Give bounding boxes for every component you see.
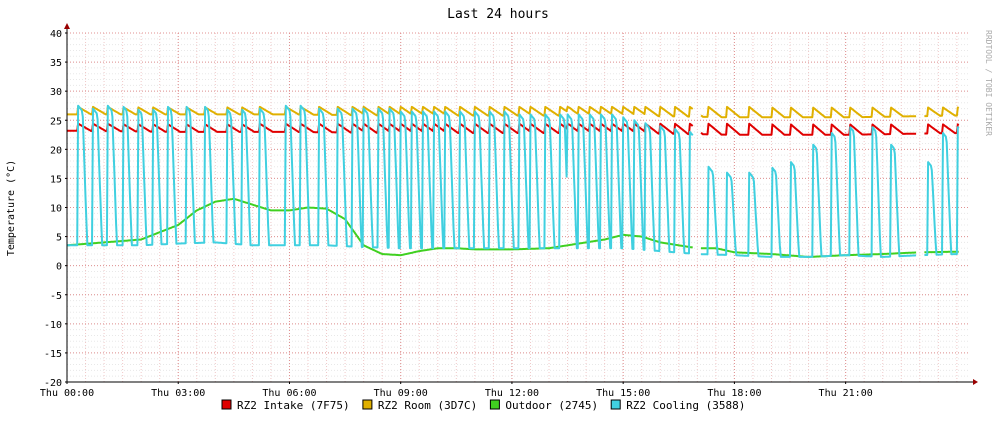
x-tick-label: Thu 18:00	[707, 388, 761, 399]
y-tick-label: 25	[50, 116, 62, 127]
legend-swatch-1	[221, 399, 232, 410]
x-tick-label: Thu 21:00	[819, 388, 873, 399]
series-line-4	[66, 104, 694, 255]
x-tick-label: Thu 00:00	[40, 388, 94, 399]
y-tick-label: 30	[50, 87, 62, 98]
legend-swatch-4	[610, 399, 621, 410]
y-tick-labels: -20 -15 -10 -5 0 5 10 15 20 25 30 35 40	[44, 29, 62, 389]
legend-swatch-3	[489, 399, 500, 410]
x-tick-label: Thu 03:00	[151, 388, 205, 399]
x-tick-labels: Thu 00:00 Thu 03:00 Thu 06:00 Thu 09:00 Thu …	[40, 388, 873, 399]
x-tick-label: Thu 15:00	[596, 388, 650, 399]
x-tick-label: Thu 09:00	[374, 388, 428, 399]
y-tick-label: 35	[50, 58, 62, 69]
legend-swatch-2	[362, 399, 373, 410]
watermark: RRDTOOL / TOBI OETIKER	[984, 30, 993, 136]
x-tick-label: Thu 06:00	[262, 388, 316, 399]
series-line-1	[700, 122, 917, 136]
series-line-4	[700, 126, 917, 258]
plot-area	[66, 104, 960, 258]
y-tick-label: 0	[56, 262, 62, 273]
x-axis-arrow	[973, 379, 978, 385]
chart-title: Last 24 hours	[447, 7, 549, 22]
legend-label-1: RZ2 Intake (7F75)	[237, 399, 350, 412]
series-line-2	[924, 106, 960, 118]
y-tick-label: 40	[50, 29, 62, 40]
series-line-2	[66, 105, 694, 118]
x-tick-label: Thu 12:00	[485, 388, 539, 399]
y-tick-label: -10	[44, 320, 62, 331]
legend-label-4: RZ2 Cooling (3588)	[626, 399, 745, 412]
y-axis-label: Temperature (°C)	[6, 160, 17, 256]
y-tick-label: 20	[50, 145, 62, 156]
legend-label-3: Outdoor (2745)	[505, 399, 598, 412]
axes	[64, 23, 978, 385]
y-tick-label: 10	[50, 204, 62, 215]
legend-label-2: RZ2 Room (3D7C)	[378, 399, 477, 412]
y-tick-label: -5	[50, 291, 62, 302]
legend: RZ2 Intake (7F75) RZ2 Room (3D7C) Outdoor …	[221, 399, 745, 412]
y-tick-label: 5	[56, 233, 62, 244]
y-tick-label: 15	[50, 174, 62, 185]
series-line-2	[700, 105, 917, 119]
y-axis-arrow	[64, 23, 70, 29]
series-line-4	[924, 126, 960, 257]
y-tick-label: -20	[44, 378, 62, 389]
series-line-1	[924, 123, 960, 135]
y-tick-label: -15	[44, 349, 62, 360]
